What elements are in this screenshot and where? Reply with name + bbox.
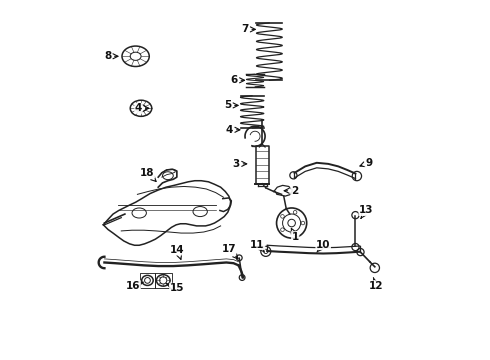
Text: 4: 4 bbox=[135, 103, 149, 113]
Text: 12: 12 bbox=[368, 278, 383, 291]
Text: 6: 6 bbox=[231, 75, 245, 85]
Text: 15: 15 bbox=[167, 283, 184, 293]
Text: 1: 1 bbox=[291, 228, 299, 242]
Text: 3: 3 bbox=[233, 159, 247, 169]
Text: 16: 16 bbox=[126, 281, 144, 291]
Text: 7: 7 bbox=[241, 24, 255, 35]
Text: 5: 5 bbox=[224, 100, 238, 111]
Text: 17: 17 bbox=[221, 244, 238, 259]
Text: 8: 8 bbox=[104, 51, 118, 61]
Text: 2: 2 bbox=[284, 186, 298, 196]
Text: 18: 18 bbox=[140, 168, 156, 181]
Text: 11: 11 bbox=[250, 239, 265, 252]
Text: 9: 9 bbox=[360, 158, 372, 168]
Text: 14: 14 bbox=[170, 245, 185, 260]
Text: 13: 13 bbox=[359, 206, 373, 219]
Text: 10: 10 bbox=[316, 239, 330, 252]
Text: 4: 4 bbox=[226, 125, 240, 135]
